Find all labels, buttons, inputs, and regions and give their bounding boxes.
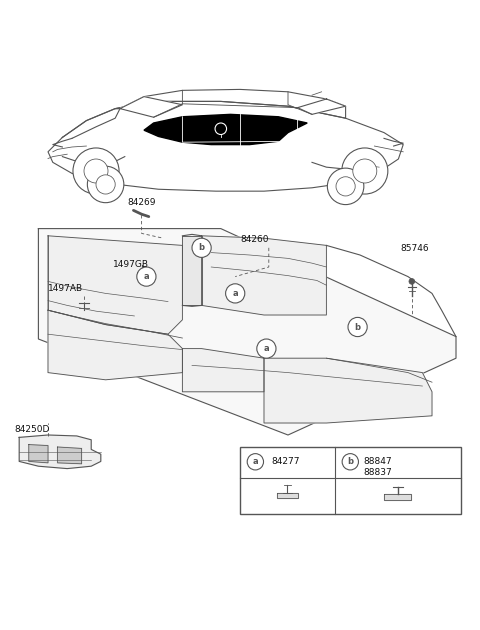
Polygon shape — [29, 445, 48, 463]
Bar — [240, 447, 461, 514]
Text: b: b — [348, 457, 353, 466]
Text: 84269: 84269 — [127, 198, 156, 207]
Text: a: a — [232, 289, 238, 298]
Text: 1497GB: 1497GB — [113, 260, 149, 269]
Circle shape — [84, 159, 108, 183]
Text: a: a — [144, 272, 149, 281]
Circle shape — [327, 168, 364, 205]
Text: 84277: 84277 — [271, 457, 300, 466]
Polygon shape — [48, 236, 182, 334]
Circle shape — [96, 175, 115, 194]
Polygon shape — [182, 236, 202, 306]
Polygon shape — [38, 229, 456, 435]
Polygon shape — [384, 493, 411, 500]
Circle shape — [353, 159, 377, 183]
Polygon shape — [19, 435, 101, 469]
Circle shape — [73, 148, 119, 194]
Text: 88837: 88837 — [364, 468, 393, 477]
Polygon shape — [48, 101, 403, 191]
Text: b: b — [199, 243, 204, 252]
Text: a: a — [264, 344, 269, 353]
Polygon shape — [182, 348, 264, 392]
Circle shape — [409, 278, 415, 284]
Circle shape — [137, 267, 156, 286]
Text: a: a — [252, 457, 258, 466]
Circle shape — [342, 454, 359, 470]
Circle shape — [342, 148, 388, 194]
Circle shape — [226, 284, 245, 303]
Circle shape — [192, 238, 211, 258]
Polygon shape — [48, 310, 182, 380]
Polygon shape — [58, 447, 82, 464]
Text: 88847: 88847 — [364, 457, 392, 466]
Text: 84250D: 84250D — [14, 425, 50, 434]
Text: 1497AB: 1497AB — [48, 284, 83, 294]
Circle shape — [348, 318, 367, 336]
Polygon shape — [115, 89, 346, 118]
Polygon shape — [202, 236, 326, 315]
Polygon shape — [264, 358, 432, 423]
Circle shape — [247, 454, 264, 470]
Text: 85746: 85746 — [401, 244, 430, 253]
Polygon shape — [298, 99, 346, 115]
Polygon shape — [144, 115, 307, 145]
Circle shape — [257, 339, 276, 358]
Circle shape — [336, 177, 355, 196]
Text: b: b — [355, 323, 360, 331]
Polygon shape — [277, 493, 298, 498]
Text: 84260: 84260 — [240, 235, 268, 244]
Circle shape — [87, 166, 124, 203]
Polygon shape — [120, 96, 182, 117]
